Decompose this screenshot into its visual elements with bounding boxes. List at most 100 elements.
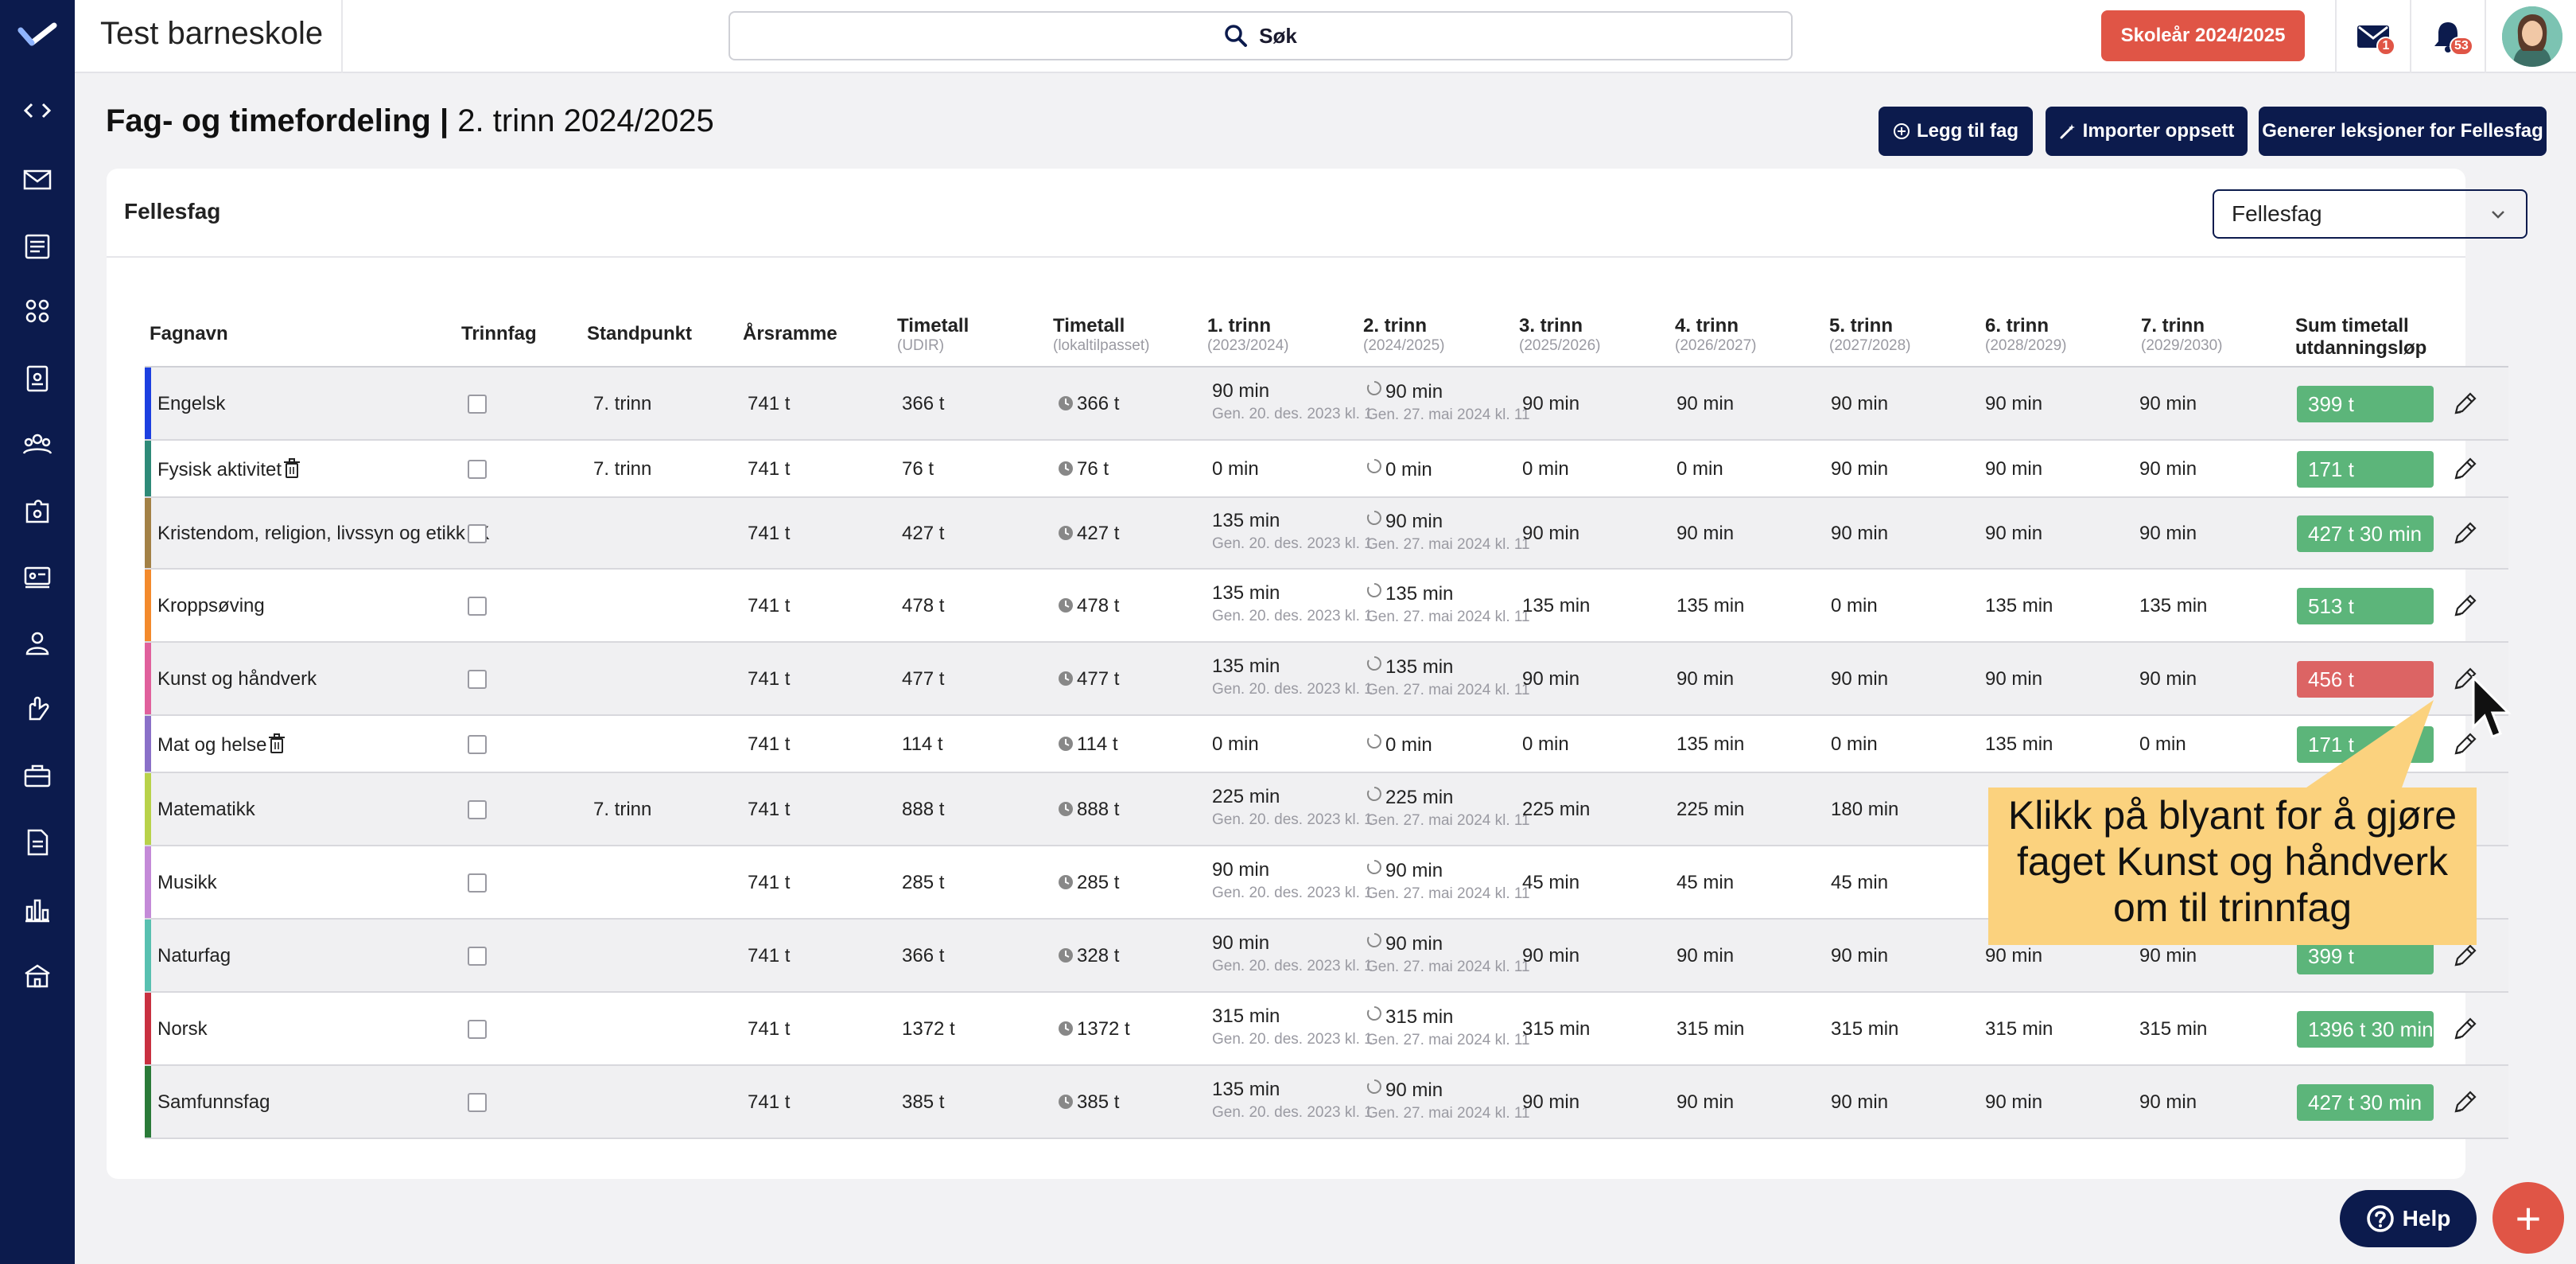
trinnfag-checkbox[interactable] bbox=[468, 524, 487, 543]
timetall-lokal-cell: 1372 t bbox=[1058, 1018, 1130, 1040]
sidebar-item-classroom[interactable] bbox=[19, 558, 56, 595]
pencil-icon[interactable] bbox=[2451, 1089, 2478, 1116]
timetall-udir-cell: 76 t bbox=[902, 458, 934, 480]
sidebar-item-mail[interactable] bbox=[19, 161, 56, 197]
grade-3-cell: 90 min bbox=[1522, 945, 1580, 966]
generated-note: Gen. 20. des. 2023 kl. 1 bbox=[1212, 1031, 1373, 1048]
grade-3-cell: 315 min bbox=[1522, 1018, 1591, 1040]
divider bbox=[2410, 0, 2411, 73]
grade-value: 90 min bbox=[1385, 933, 1443, 955]
subject-color-bar bbox=[145, 1066, 151, 1138]
grade-2-cell: 90 min Gen. 27. mai 2024 kl. 11 bbox=[1366, 859, 1530, 903]
trash-icon[interactable] bbox=[268, 733, 286, 754]
search-input[interactable]: Søk bbox=[729, 11, 1793, 60]
subject-name-cell: Kunst og håndverk bbox=[157, 668, 317, 690]
trash-icon[interactable] bbox=[283, 458, 301, 479]
sidebar-item-hand[interactable] bbox=[19, 690, 56, 727]
header-grade-year: (2025/2026) bbox=[1519, 337, 1601, 354]
plus-circle-icon bbox=[1894, 123, 1910, 139]
grade-7-cell: 90 min bbox=[2139, 668, 2197, 690]
clock-icon bbox=[1059, 461, 1073, 476]
sidebar-item-person[interactable] bbox=[19, 625, 56, 662]
help-button[interactable]: Help bbox=[2340, 1190, 2477, 1247]
trinnfag-checkbox[interactable] bbox=[468, 597, 487, 616]
trinnfag-checkbox[interactable] bbox=[468, 735, 487, 754]
header-sum: Sum timetall utdanningsløp bbox=[2295, 315, 2426, 360]
generate-lessons-button[interactable]: Generer leksjoner for Fellesfag bbox=[2259, 107, 2547, 156]
grade-value: 90 min bbox=[1212, 859, 1270, 881]
pencil-icon[interactable] bbox=[2451, 593, 2478, 620]
grade-value: 135 min bbox=[1212, 510, 1280, 531]
pencil-icon[interactable] bbox=[2451, 520, 2478, 547]
avatar-image bbox=[2502, 6, 2562, 67]
trinnfag-checkbox[interactable] bbox=[468, 800, 487, 819]
grade-6-cell: 90 min bbox=[1985, 393, 2043, 414]
clock-icon bbox=[1059, 948, 1073, 963]
grade-1-cell: 90 min Gen. 20. des. 2023 kl. 1 bbox=[1212, 859, 1373, 902]
school-year-button[interactable]: Skoleår 2024/2025 bbox=[2101, 10, 2305, 61]
header-sum-line1: Sum timetall bbox=[2295, 315, 2409, 336]
sidebar-item-bar-chart[interactable] bbox=[19, 891, 56, 928]
notifications-button[interactable]: 53 bbox=[2429, 18, 2473, 56]
pencil-icon[interactable] bbox=[2451, 1016, 2478, 1043]
arsramme-cell: 741 t bbox=[748, 1091, 791, 1113]
grade-value: 90 min bbox=[1385, 860, 1443, 881]
grade-5-cell: 0 min bbox=[1831, 733, 1878, 755]
subject-name-cell: Matematikk bbox=[157, 799, 255, 821]
grade-1-cell: 0 min bbox=[1212, 733, 1259, 755]
generated-note: Gen. 20. des. 2023 kl. 1 bbox=[1212, 681, 1373, 698]
header-timetall-udir-sub: (UDIR) bbox=[897, 337, 945, 354]
timetall-lokal-cell: 328 t bbox=[1058, 945, 1119, 967]
trinnfag-checkbox[interactable] bbox=[468, 460, 487, 479]
subject-name-cell: Fysisk aktivitet bbox=[157, 458, 301, 481]
sidebar-item-puzzle[interactable] bbox=[19, 493, 56, 530]
sidebar-item-team[interactable] bbox=[19, 426, 56, 463]
clock-icon bbox=[1059, 875, 1073, 889]
grade-5-cell: 90 min bbox=[1831, 668, 1889, 690]
header-grade-2: 2. trinn (2024/2025) bbox=[1363, 315, 1444, 355]
sidebar-item-clipboard[interactable] bbox=[19, 360, 56, 396]
subject-group-value: Fellesfag bbox=[2232, 201, 2322, 226]
import-setup-button[interactable]: Importer oppsett bbox=[2046, 107, 2248, 156]
search-icon bbox=[1225, 25, 1248, 47]
pencil-icon[interactable] bbox=[2451, 666, 2478, 693]
subject-name-cell: Kroppsøving bbox=[157, 595, 265, 617]
sidebar-item-school[interactable] bbox=[19, 958, 56, 994]
sidebar-item-document[interactable] bbox=[19, 824, 56, 861]
pencil-icon[interactable] bbox=[2451, 456, 2478, 483]
grade-4-cell: 90 min bbox=[1677, 523, 1735, 544]
grade-value: 0 min bbox=[1385, 734, 1432, 756]
add-subject-button[interactable]: Legg til fag bbox=[1879, 107, 2033, 156]
mouse-cursor-icon bbox=[2472, 676, 2512, 738]
top-bar: Test barneskole Søk Skoleår 2024/2025 1 … bbox=[75, 0, 2576, 73]
arsramme-cell: 741 t bbox=[748, 1018, 791, 1040]
trinnfag-checkbox[interactable] bbox=[468, 873, 487, 893]
trinnfag-checkbox[interactable] bbox=[468, 670, 487, 689]
sidebar-item-code[interactable] bbox=[19, 92, 56, 129]
trinnfag-checkbox[interactable] bbox=[468, 1020, 487, 1039]
avatar[interactable] bbox=[2502, 6, 2562, 67]
pencil-icon[interactable] bbox=[2451, 391, 2478, 418]
add-fab-button[interactable]: + bbox=[2492, 1182, 2564, 1254]
timetall-lokal-value: 328 t bbox=[1077, 945, 1120, 966]
grade-6-cell: 135 min bbox=[1985, 733, 2053, 755]
grade-1-cell: 90 min Gen. 20. des. 2023 kl. 1 bbox=[1212, 380, 1373, 423]
clock-icon bbox=[1059, 737, 1073, 751]
loading-icon bbox=[1366, 787, 1381, 801]
logo-icon[interactable] bbox=[17, 19, 57, 54]
generated-note: Gen. 27. mai 2024 kl. 11 bbox=[1366, 682, 1530, 698]
generated-note: Gen. 27. mai 2024 kl. 11 bbox=[1366, 812, 1530, 829]
sidebar-item-group[interactable] bbox=[19, 293, 56, 329]
grade-value: 0 min bbox=[1385, 459, 1432, 480]
mail-button[interactable]: 1 bbox=[2354, 18, 2395, 56]
subject-color-bar bbox=[145, 846, 151, 918]
pencil-icon[interactable] bbox=[2451, 731, 2478, 758]
sidebar-item-briefcase[interactable] bbox=[19, 757, 56, 794]
trinnfag-checkbox[interactable] bbox=[468, 395, 487, 414]
sidebar-item-news[interactable] bbox=[19, 228, 56, 264]
pencil-icon[interactable] bbox=[2451, 943, 2478, 970]
subject-group-select[interactable]: Fellesfag bbox=[2213, 189, 2527, 239]
trinnfag-checkbox[interactable] bbox=[468, 1093, 487, 1112]
subject-name: Kunst og håndverk bbox=[157, 668, 317, 690]
trinnfag-checkbox[interactable] bbox=[468, 947, 487, 966]
